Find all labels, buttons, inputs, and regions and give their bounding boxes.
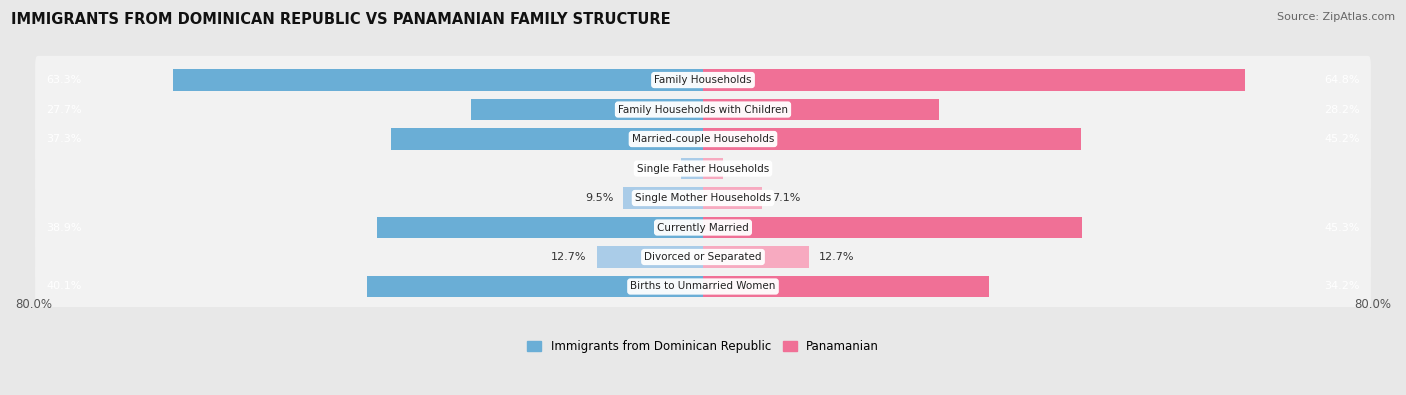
- Text: 64.8%: 64.8%: [1324, 75, 1360, 85]
- Text: 12.7%: 12.7%: [820, 252, 855, 262]
- Bar: [703, 128, 1081, 150]
- Text: 28.2%: 28.2%: [1324, 105, 1360, 115]
- Bar: [703, 158, 723, 179]
- Bar: [703, 70, 1246, 91]
- Bar: [471, 99, 703, 120]
- Text: Single Father Households: Single Father Households: [637, 164, 769, 173]
- Text: Family Households: Family Households: [654, 75, 752, 85]
- Bar: [682, 158, 703, 179]
- Bar: [703, 99, 939, 120]
- Text: 45.2%: 45.2%: [1324, 134, 1360, 144]
- Text: Source: ZipAtlas.com: Source: ZipAtlas.com: [1277, 12, 1395, 22]
- Text: Single Mother Households: Single Mother Households: [636, 193, 770, 203]
- Text: 7.1%: 7.1%: [772, 193, 801, 203]
- Text: 34.2%: 34.2%: [1324, 282, 1360, 292]
- Bar: [367, 276, 703, 297]
- FancyBboxPatch shape: [35, 203, 1371, 252]
- Text: 37.3%: 37.3%: [46, 134, 82, 144]
- FancyBboxPatch shape: [35, 144, 1371, 193]
- Text: 40.1%: 40.1%: [46, 282, 82, 292]
- Text: Currently Married: Currently Married: [657, 222, 749, 233]
- Text: 80.0%: 80.0%: [1354, 298, 1391, 311]
- FancyBboxPatch shape: [35, 115, 1371, 163]
- Bar: [703, 246, 810, 268]
- Text: 80.0%: 80.0%: [15, 298, 52, 311]
- Text: Births to Unmarried Women: Births to Unmarried Women: [630, 282, 776, 292]
- Text: 63.3%: 63.3%: [46, 75, 82, 85]
- Text: Married-couple Households: Married-couple Households: [631, 134, 775, 144]
- Text: IMMIGRANTS FROM DOMINICAN REPUBLIC VS PANAMANIAN FAMILY STRUCTURE: IMMIGRANTS FROM DOMINICAN REPUBLIC VS PA…: [11, 12, 671, 27]
- Bar: [703, 276, 990, 297]
- Bar: [596, 246, 703, 268]
- FancyBboxPatch shape: [35, 233, 1371, 281]
- Bar: [377, 217, 703, 238]
- FancyBboxPatch shape: [35, 262, 1371, 311]
- Bar: [703, 217, 1083, 238]
- Bar: [391, 128, 703, 150]
- Text: 12.7%: 12.7%: [551, 252, 586, 262]
- Bar: [173, 70, 703, 91]
- Text: 2.6%: 2.6%: [643, 164, 671, 173]
- Text: 45.3%: 45.3%: [1324, 222, 1360, 233]
- Legend: Immigrants from Dominican Republic, Panamanian: Immigrants from Dominican Republic, Pana…: [522, 335, 884, 358]
- Bar: [703, 187, 762, 209]
- Text: 2.4%: 2.4%: [733, 164, 762, 173]
- Text: 27.7%: 27.7%: [46, 105, 82, 115]
- FancyBboxPatch shape: [35, 56, 1371, 104]
- Text: Family Households with Children: Family Households with Children: [619, 105, 787, 115]
- Bar: [623, 187, 703, 209]
- Text: 9.5%: 9.5%: [585, 193, 613, 203]
- Text: 38.9%: 38.9%: [46, 222, 82, 233]
- Text: Divorced or Separated: Divorced or Separated: [644, 252, 762, 262]
- FancyBboxPatch shape: [35, 174, 1371, 222]
- FancyBboxPatch shape: [35, 85, 1371, 134]
